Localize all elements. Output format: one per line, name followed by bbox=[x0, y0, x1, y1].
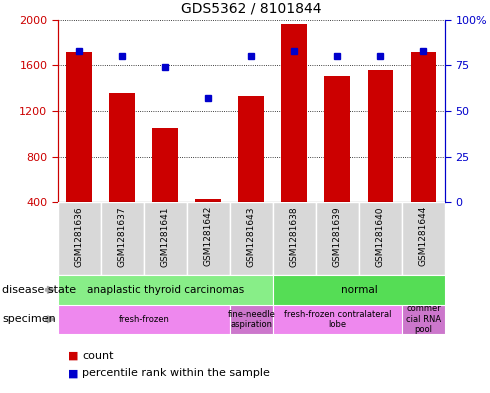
Text: GSM1281640: GSM1281640 bbox=[376, 206, 385, 266]
Text: GSM1281641: GSM1281641 bbox=[161, 206, 170, 266]
Bar bbox=[368, 70, 393, 202]
Text: normal: normal bbox=[341, 285, 377, 295]
FancyBboxPatch shape bbox=[273, 305, 402, 334]
Bar bbox=[109, 93, 135, 202]
Text: GSM1281638: GSM1281638 bbox=[290, 206, 299, 267]
Bar bbox=[281, 24, 307, 202]
Bar bbox=[239, 96, 264, 202]
FancyBboxPatch shape bbox=[144, 202, 187, 275]
FancyBboxPatch shape bbox=[402, 202, 445, 275]
Text: disease state: disease state bbox=[2, 285, 76, 295]
FancyBboxPatch shape bbox=[273, 275, 445, 305]
FancyBboxPatch shape bbox=[101, 202, 144, 275]
FancyBboxPatch shape bbox=[58, 275, 273, 305]
Text: GSM1281643: GSM1281643 bbox=[247, 206, 256, 266]
Text: specimen: specimen bbox=[2, 314, 56, 324]
Text: GSM1281642: GSM1281642 bbox=[204, 206, 213, 266]
FancyBboxPatch shape bbox=[316, 202, 359, 275]
Text: GSM1281637: GSM1281637 bbox=[118, 206, 127, 267]
FancyBboxPatch shape bbox=[359, 202, 402, 275]
Text: anaplastic thyroid carcinomas: anaplastic thyroid carcinomas bbox=[87, 285, 244, 295]
Text: fine-needle
aspiration: fine-needle aspiration bbox=[227, 310, 275, 329]
FancyBboxPatch shape bbox=[402, 305, 445, 334]
Text: ■: ■ bbox=[68, 368, 78, 378]
Text: commer
cial RNA
pool: commer cial RNA pool bbox=[406, 305, 441, 334]
Bar bbox=[411, 51, 436, 202]
FancyBboxPatch shape bbox=[58, 305, 230, 334]
FancyBboxPatch shape bbox=[58, 202, 101, 275]
Text: percentile rank within the sample: percentile rank within the sample bbox=[82, 368, 270, 378]
Bar bbox=[324, 75, 350, 202]
FancyBboxPatch shape bbox=[187, 202, 230, 275]
Text: GSM1281644: GSM1281644 bbox=[419, 206, 428, 266]
Text: fresh-frozen contralateral
lobe: fresh-frozen contralateral lobe bbox=[284, 310, 391, 329]
FancyBboxPatch shape bbox=[230, 305, 273, 334]
FancyBboxPatch shape bbox=[230, 202, 273, 275]
Bar bbox=[152, 128, 178, 202]
Text: ■: ■ bbox=[68, 351, 78, 361]
FancyBboxPatch shape bbox=[273, 202, 316, 275]
Title: GDS5362 / 8101844: GDS5362 / 8101844 bbox=[181, 2, 321, 16]
Bar bbox=[67, 51, 92, 202]
Text: GSM1281636: GSM1281636 bbox=[75, 206, 84, 267]
Text: GSM1281639: GSM1281639 bbox=[333, 206, 342, 267]
Text: fresh-frozen: fresh-frozen bbox=[119, 315, 169, 324]
Bar bbox=[196, 199, 221, 202]
Text: count: count bbox=[82, 351, 114, 361]
